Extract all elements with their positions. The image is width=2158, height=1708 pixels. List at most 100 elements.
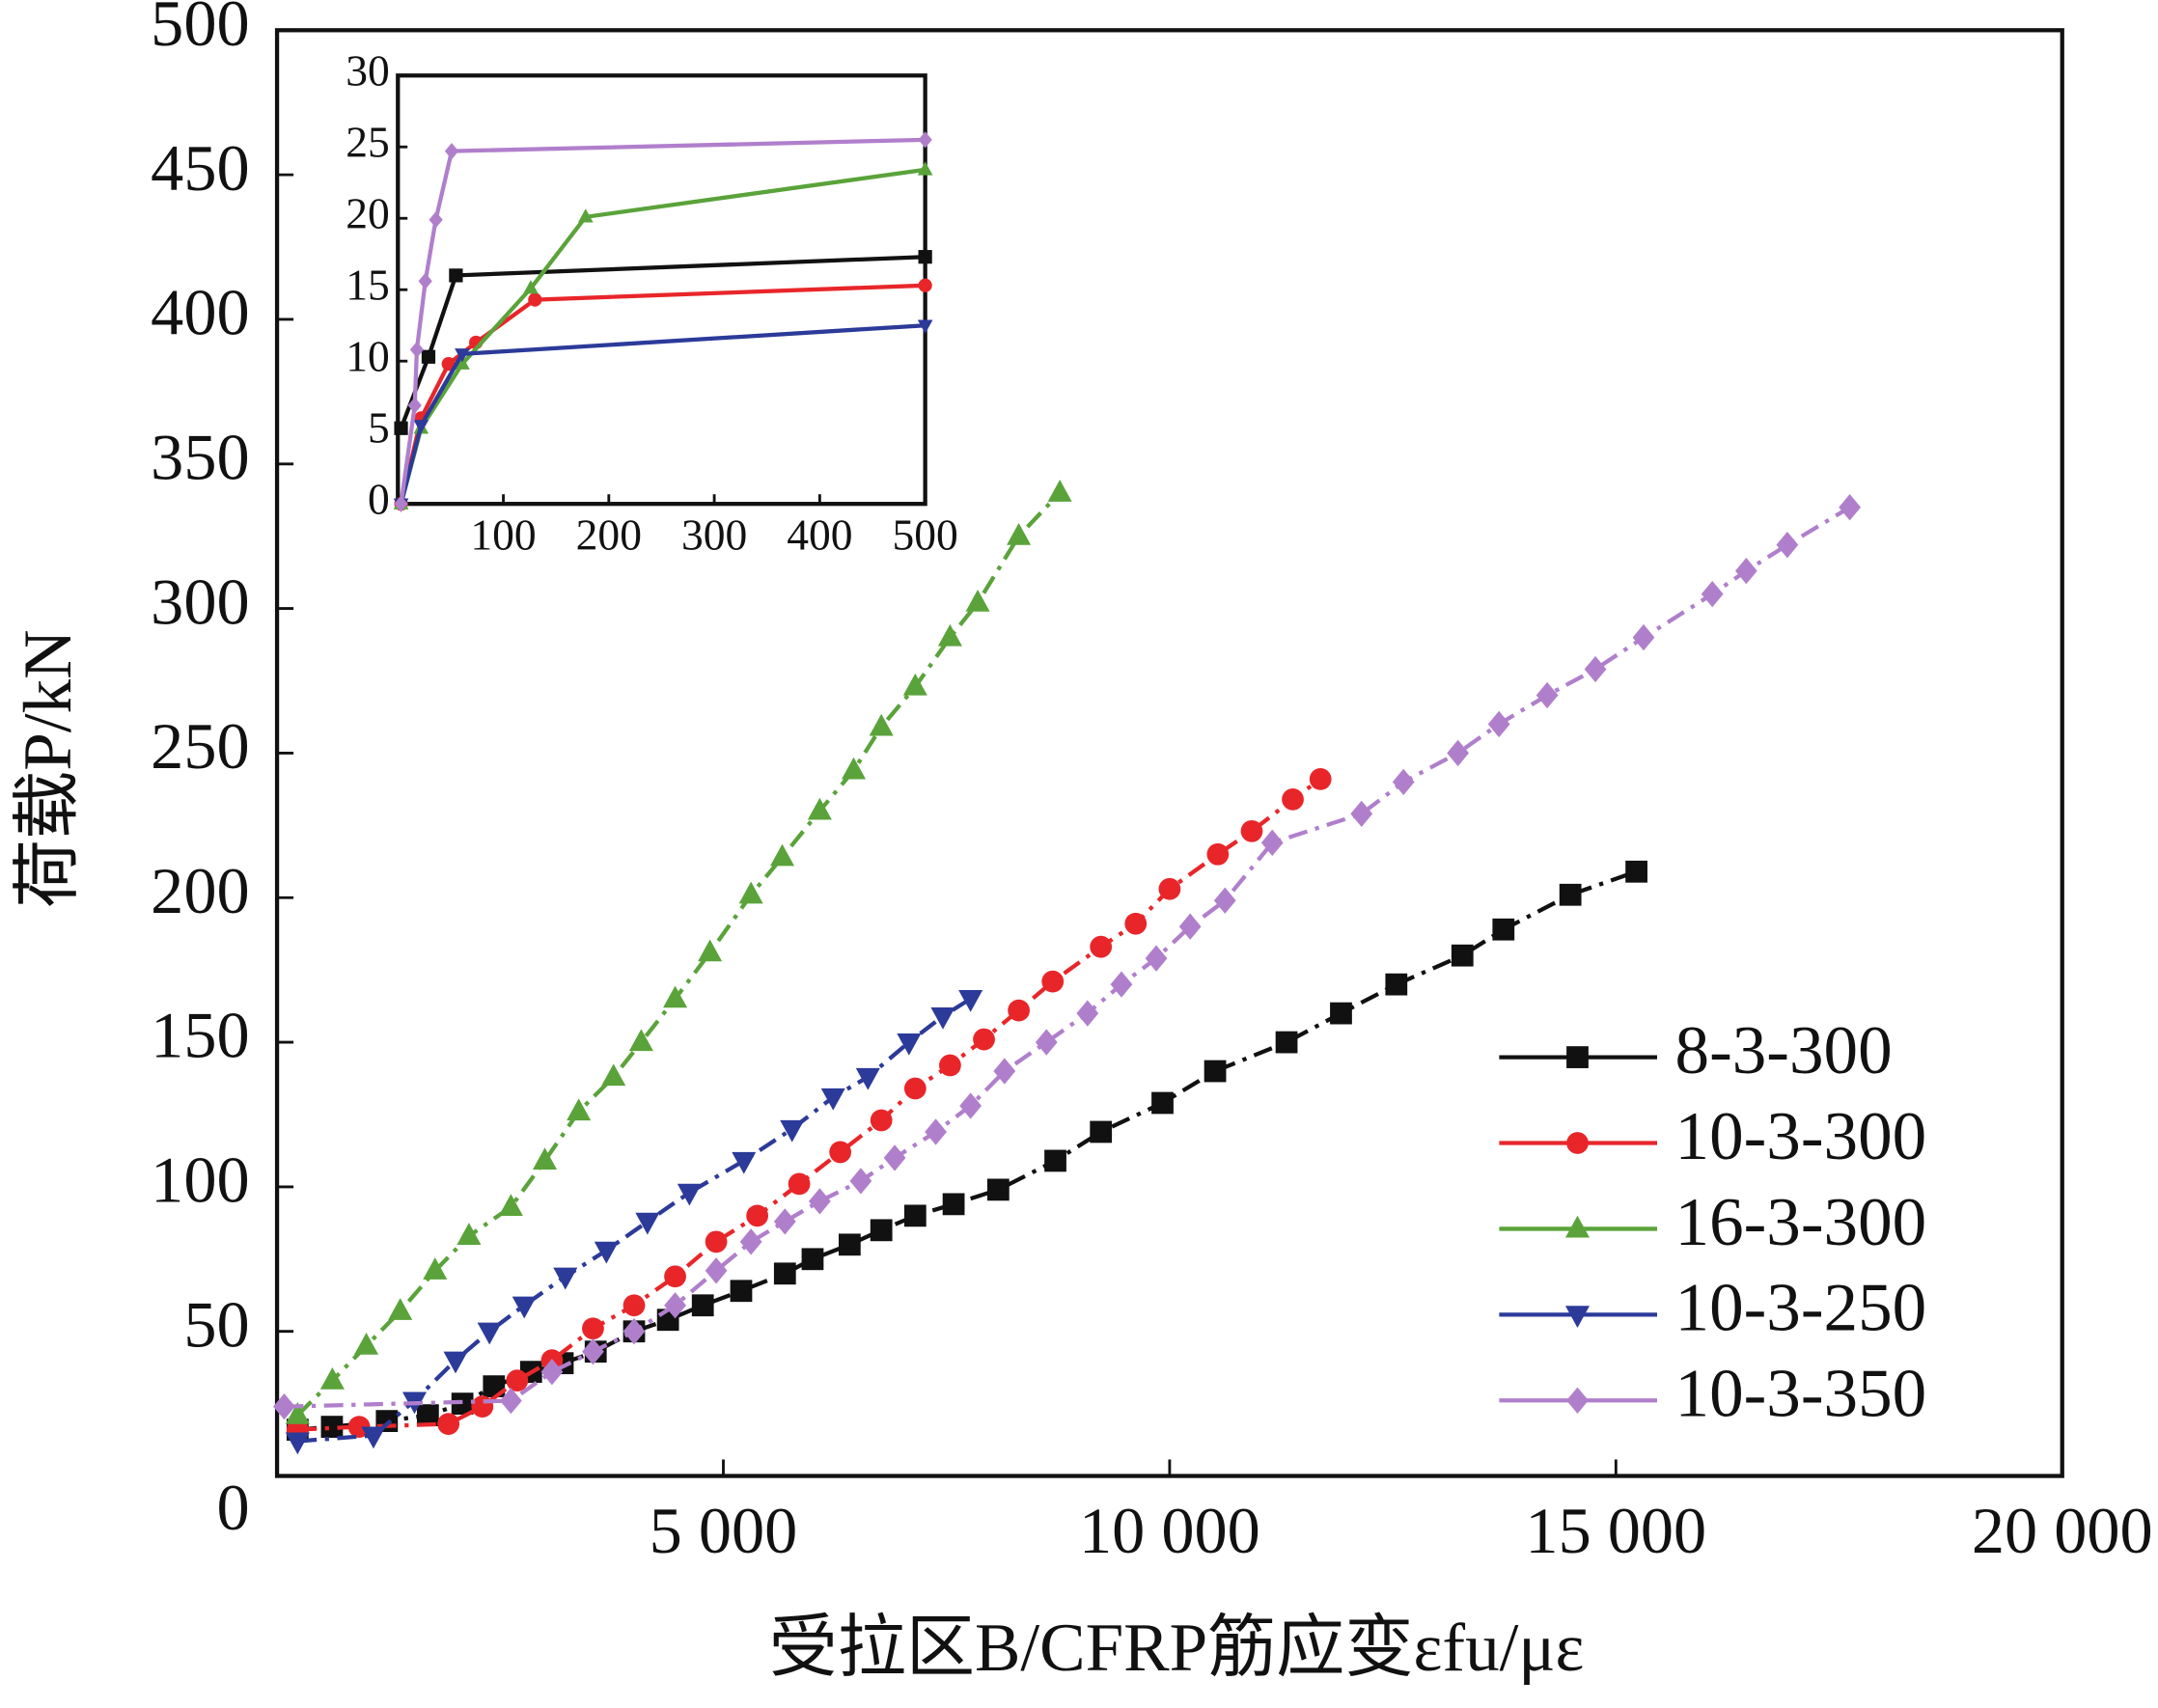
marker [553,1267,578,1290]
marker [780,1119,805,1143]
y-tick-label: 30 [346,46,390,96]
marker [394,421,408,435]
marker [801,1248,824,1271]
marker [739,1228,762,1255]
y-tick-label: 50 [183,1287,249,1361]
marker [416,1404,439,1426]
marker [1041,970,1065,993]
marker [1047,480,1072,502]
marker [897,1033,922,1056]
y-tick-label: 100 [151,1143,249,1217]
marker [1701,580,1724,608]
marker [732,1151,757,1174]
marker [1275,1031,1298,1054]
legend-label: 8-3-300 [1675,1013,1893,1088]
marker [691,1294,714,1317]
marker [601,1063,626,1087]
marker [869,713,894,736]
marker [273,1392,295,1420]
marker [855,1067,880,1090]
marker [1213,887,1236,914]
marker [663,985,688,1008]
marker [1282,787,1304,811]
marker [528,292,542,307]
marker [512,1296,537,1319]
marker [1124,912,1148,935]
marker [937,623,962,647]
y-tick-label: 0 [216,1471,249,1544]
y-tick-label: 10 [346,332,390,381]
marker [499,1387,522,1415]
marker [455,348,470,363]
marker [523,280,539,294]
marker [1204,1060,1227,1083]
marker [664,1292,686,1319]
marker [705,1257,728,1284]
marker [407,397,422,414]
y-tick-label: 15 [346,261,390,310]
marker [902,673,927,696]
marker [925,1118,947,1145]
y-tick-label: 500 [151,0,249,60]
y-tick-label: 20 [346,189,390,238]
marker [705,1230,728,1253]
marker [917,319,933,334]
marker [285,1432,310,1455]
marker [730,1280,753,1303]
x-tick-label: 20 000 [1972,1494,2153,1567]
marker [388,1298,413,1320]
marker [903,1204,927,1227]
x-tick-label: 100 [470,510,536,560]
marker [770,843,795,867]
marker [455,355,470,370]
marker [635,1212,660,1235]
marker [1240,819,1263,842]
x-tick-label: 15 000 [1525,1494,1706,1567]
legend-label: 16-3-300 [1675,1185,1927,1260]
marker [582,1317,604,1340]
legend-label: 10-3-250 [1675,1271,1927,1346]
marker [1625,860,1647,883]
x-tick-label: 400 [787,510,852,560]
marker [1566,1132,1589,1154]
marker [1632,623,1655,651]
marker [1151,1091,1174,1115]
marker [1090,1120,1113,1143]
y-tick-label: 400 [151,276,249,349]
y-tick-label: 250 [151,709,249,783]
marker [1492,918,1515,941]
marker [1385,973,1408,996]
marker [577,208,594,223]
marker [456,1223,482,1245]
marker [965,589,990,612]
y-tick-label: 350 [151,420,249,493]
marker [1566,1387,1589,1414]
marker [664,1265,686,1288]
marker [958,990,983,1012]
marker [807,797,832,820]
y-tick-label: 450 [151,131,249,205]
marker [917,161,933,176]
marker [437,1413,460,1435]
marker [986,1178,1010,1201]
marker [320,1416,344,1438]
marker [1447,739,1470,767]
marker [973,1028,995,1051]
marker [930,1006,955,1030]
marker [1392,768,1415,796]
marker [418,272,432,289]
marker [394,495,408,512]
x-axis-label: 受拉区B/CFRP筋应变εfu/με [769,1611,1585,1686]
marker [1536,681,1559,709]
x-tick-label: 200 [576,510,642,560]
marker [841,757,867,780]
series-line [297,997,972,1444]
y-tick-label: 200 [151,854,249,927]
marker [622,1294,646,1317]
marker [1566,1046,1589,1068]
marker [413,420,429,434]
marker [883,1144,906,1171]
y-tick-label: 0 [368,475,390,524]
marker [567,1098,592,1121]
marker [698,939,723,962]
